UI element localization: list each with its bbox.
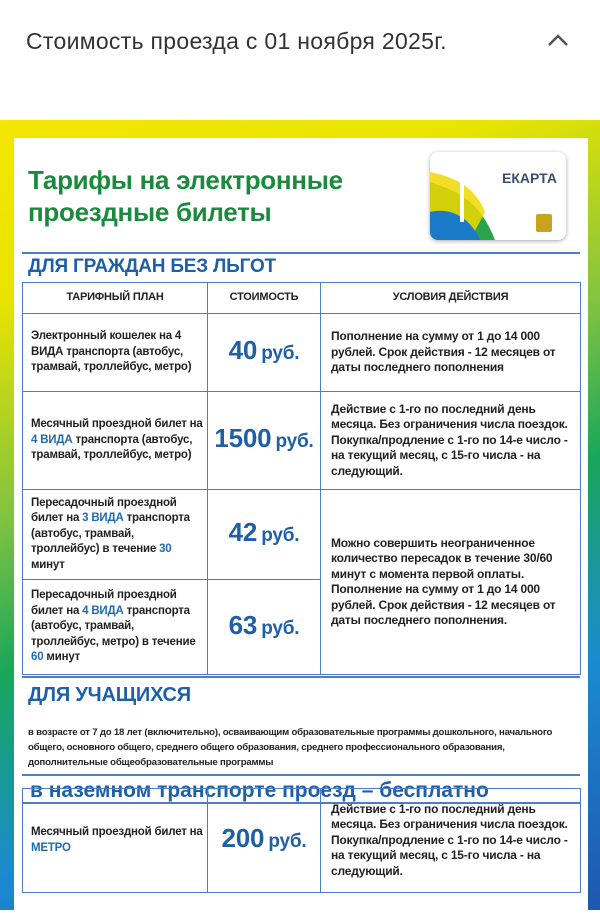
chevron-icon <box>548 34 568 46</box>
section-rule <box>22 676 580 678</box>
plan-text: Пересадочный проездной билет на <box>31 496 177 525</box>
tariff-table: ТАРИФНЫЙ ПЛАН СТОИМОСТЬ УСЛОВИЯ ДЕЙСТВИЯ… <box>22 282 581 675</box>
plan-text: Месячный проездной билет на <box>31 826 203 838</box>
plan-text: транспорта (автобус, трамвай, троллейбус… <box>31 512 190 556</box>
plan-accent: 3 ВИДА <box>82 512 124 525</box>
table-row: Электронный кошелек на 4 ВИДА транспорта… <box>22 313 581 392</box>
poster-title: Тарифы на электронные проездные билеты <box>28 165 343 227</box>
plan-text: минут <box>31 558 65 571</box>
card-label: ЕКАРТА <box>502 170 557 186</box>
price-cell: 63 руб. <box>207 579 321 675</box>
price-value: 42 <box>228 517 258 548</box>
card-image: ЕКАРТА <box>430 152 566 240</box>
price-cell: 40 руб. <box>207 313 321 392</box>
header: Стоимость проезда с 01 ноября 2025г. <box>0 0 600 120</box>
collapse-button[interactable] <box>545 30 571 50</box>
conditions-cell: Действие с 1-го по последний день месяца… <box>320 788 581 893</box>
column-header: УСЛОВИЯ ДЕЙСТВИЯ <box>320 282 581 314</box>
price-cell: 200 руб. <box>207 788 321 893</box>
plan-cell: Месячный проездной билет на МЕТРО <box>22 788 208 893</box>
plan-text: Пересадочный проездной билет на <box>31 589 177 617</box>
plan-text: минут <box>43 651 81 664</box>
plan-cell: Месячный проездной билет на 4 ВИДА транс… <box>22 391 208 490</box>
plan-accent: 60 <box>31 651 44 664</box>
plan-text: Месячный проездной билет на <box>31 418 203 431</box>
price-unit: руб. <box>261 617 300 639</box>
price-value: 40 <box>228 335 258 366</box>
students-description: в возрасте от 7 до 18 лет (включительно)… <box>28 727 553 768</box>
plan-accent: МЕТРО <box>31 841 71 854</box>
plan-cell: Электронный кошелек на 4 ВИДА транспорта… <box>22 313 208 392</box>
section-heading: ДЛЯ ГРАЖДАН БЕЗ ЛЬГОТ <box>28 256 276 277</box>
price-value: 200 <box>221 823 265 854</box>
table-row: Месячный проездной билет на 4 ВИДА транс… <box>22 391 581 490</box>
price-unit: руб. <box>261 525 300 547</box>
conditions-cell: Можно совершить неограниченное количеств… <box>320 489 581 675</box>
price-value: 63 <box>228 609 258 640</box>
column-header: СТОИМОСТЬ <box>207 282 321 314</box>
price-value: 1500 <box>214 423 272 454</box>
plan-text: Электронный кошелек на 4 ВИДА транспорта… <box>31 330 192 374</box>
poster-panel: Тарифы на электронные проездные билеты Е… <box>14 138 588 918</box>
table-row: Пересадочный проездной билет на 3 ВИДА т… <box>22 489 581 675</box>
price-cell: 1500 руб. <box>207 391 321 490</box>
conditions-text: Пополнение на сумму от 1 до 14 000 рубле… <box>331 582 556 627</box>
conditions-text: Пополнение на сумму от 1 до 14 000 рубле… <box>331 329 556 375</box>
conditions-cell: Действие с 1-го по последний день месяца… <box>320 391 581 490</box>
plan-accent: 4 ВИДА <box>31 433 73 446</box>
table-header: ТАРИФНЫЙ ПЛАН СТОИМОСТЬ УСЛОВИЯ ДЕЙСТВИЯ <box>22 282 581 314</box>
tariff-poster: Тарифы на электронные проездные билеты Е… <box>0 120 600 918</box>
conditions-text: Можно совершить неограниченное количеств… <box>331 535 553 581</box>
conditions-text: Действие с 1-го по последний день месяца… <box>331 401 568 478</box>
plan-text: транспорта (автобус, трамвай, троллейбус… <box>31 604 196 648</box>
table-row: Месячный проездной билет на МЕТРО 200 руб.… <box>22 788 581 893</box>
plan-text: транспорта (автобус, трамвай, троллейбус… <box>31 433 193 462</box>
conditions-cell: Пополнение на сумму от 1 до 14 000 рубле… <box>320 313 581 392</box>
conditions-text: Действие с 1-го по последний день месяца… <box>331 801 568 878</box>
section-rule <box>22 252 580 254</box>
price-unit: руб. <box>261 343 300 365</box>
column-header: ТАРИФНЫЙ ПЛАН <box>22 282 208 314</box>
card-art <box>430 172 552 240</box>
price-cell: 42 руб. <box>207 489 321 580</box>
price-unit: руб. <box>268 831 307 853</box>
section-heading: ДЛЯ УЧАЩИХСЯ <box>28 684 191 706</box>
students-table: Месячный проездной билет на МЕТРО 200 руб.… <box>22 788 581 893</box>
plan-cell: Пересадочный проездной билет на 3 ВИДА т… <box>22 489 208 580</box>
price-unit: руб. <box>275 431 314 453</box>
plan-cell: Пересадочный проездной билет на 4 ВИДА т… <box>22 579 208 675</box>
plan-accent: 30 <box>159 543 172 556</box>
plan-accent: 4 ВИДА <box>82 604 124 617</box>
header-title: Стоимость проезда с 01 ноября 2025г. <box>26 28 447 54</box>
table-row: Пересадочный проездной билет на 4 ВИДА т… <box>22 579 581 675</box>
